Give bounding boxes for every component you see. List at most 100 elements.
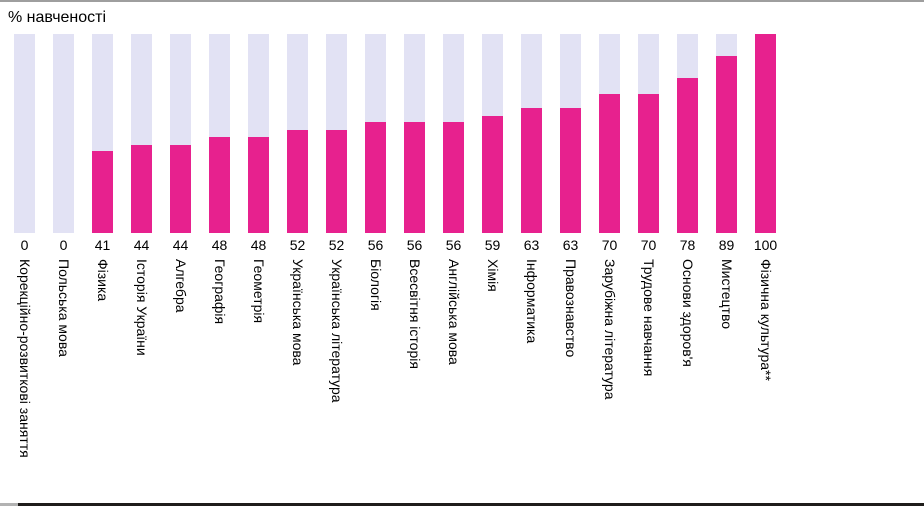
bar-category-label: Історія України bbox=[134, 259, 150, 356]
bar-track bbox=[365, 34, 386, 233]
chart-column: 0 Польська мова bbox=[53, 34, 74, 501]
chart-column: 52 Українська література bbox=[326, 34, 347, 501]
bar-fill bbox=[482, 115, 503, 233]
bar-track bbox=[209, 34, 230, 233]
bar-category-label: Українська література bbox=[329, 259, 345, 403]
bar-category-label: Польська мова bbox=[56, 259, 72, 357]
bar-fill bbox=[209, 137, 230, 233]
bar-track bbox=[638, 34, 659, 233]
top-border-line bbox=[0, 0, 924, 2]
bar-chart: 0 Корекційно-розвиткові заняття 0 Польська … bbox=[14, 34, 778, 501]
bar-track bbox=[560, 34, 581, 233]
bar-track bbox=[287, 34, 308, 233]
bar-fill bbox=[170, 145, 191, 233]
bar-fill bbox=[521, 107, 542, 233]
bar-category-label: Геометрія bbox=[251, 259, 267, 324]
bar-value-label: 52 bbox=[328, 237, 345, 253]
bar-category-label: Біологія bbox=[368, 259, 384, 311]
bar-category-label: Зарубіжна література bbox=[602, 259, 618, 400]
chart-column: 59 Хімія bbox=[482, 34, 503, 501]
bar-fill bbox=[716, 55, 737, 233]
bar-value-label: 56 bbox=[406, 237, 423, 253]
bar-value-label: 63 bbox=[562, 237, 579, 253]
bar-track bbox=[92, 34, 113, 233]
chart-column: 100 Фізична культура** bbox=[753, 34, 778, 501]
chart-column: 78 Основи здоров'я bbox=[677, 34, 698, 501]
bar-track bbox=[14, 34, 35, 233]
bar-track bbox=[404, 34, 425, 233]
bar-track bbox=[248, 34, 269, 233]
bar-track bbox=[443, 34, 464, 233]
chart-column: 44 Історія України bbox=[131, 34, 152, 501]
bar-track bbox=[521, 34, 542, 233]
chart-column: 63 Правознавство bbox=[560, 34, 581, 501]
chart-column: 44 Алгебра bbox=[170, 34, 191, 501]
bar-category-label: Українська мова bbox=[290, 259, 306, 366]
chart-column: 89 Мистецтво bbox=[716, 34, 737, 501]
bar-value-label: 44 bbox=[172, 237, 189, 253]
bottom-axis-line bbox=[18, 503, 924, 506]
bar-fill bbox=[755, 34, 776, 233]
bar-value-label: 70 bbox=[601, 237, 618, 253]
bar-category-label: Географія bbox=[212, 259, 228, 325]
bar-value-label: 0 bbox=[59, 237, 68, 253]
bar-value-label: 89 bbox=[718, 237, 735, 253]
bar-fill bbox=[365, 121, 386, 233]
bar-category-label: Фізика bbox=[95, 259, 111, 302]
bar-fill bbox=[599, 93, 620, 233]
bar-track bbox=[755, 34, 776, 233]
bar-fill bbox=[677, 77, 698, 233]
chart-column: 0 Корекційно-розвиткові заняття bbox=[14, 34, 35, 501]
chart-column: 48 Геометрія bbox=[248, 34, 269, 501]
bar-category-label: Трудове навчання bbox=[641, 259, 657, 377]
bar-value-label: 59 bbox=[484, 237, 501, 253]
bar-category-label: Корекційно-розвиткові заняття bbox=[17, 259, 33, 458]
bar-fill bbox=[248, 137, 269, 233]
chart-column: 41 Фізика bbox=[92, 34, 113, 501]
bar-category-label: Правознавство bbox=[563, 259, 579, 358]
bar-fill bbox=[638, 93, 659, 233]
bar-category-label: Основи здоров'я bbox=[680, 259, 696, 367]
bar-track bbox=[599, 34, 620, 233]
chart-title: % навченості bbox=[8, 9, 107, 26]
bar-value-label: 41 bbox=[94, 237, 111, 253]
bar-value-label: 63 bbox=[523, 237, 540, 253]
bar-value-label: 44 bbox=[133, 237, 150, 253]
chart-column: 56 Англійська мова bbox=[443, 34, 464, 501]
bar-category-label: Всесвітня історія bbox=[407, 259, 423, 369]
bar-track bbox=[482, 34, 503, 233]
bar-category-label: Англійська мова bbox=[446, 259, 462, 365]
bar-value-label: 78 bbox=[679, 237, 696, 253]
bar-fill bbox=[560, 107, 581, 233]
chart-column: 48 Географія bbox=[209, 34, 230, 501]
bar-fill bbox=[92, 151, 113, 233]
chart-column: 52 Українська мова bbox=[287, 34, 308, 501]
bar-value-label: 70 bbox=[640, 237, 657, 253]
bar-track bbox=[716, 34, 737, 233]
bar-value-label: 48 bbox=[250, 237, 267, 253]
chart-column: 63 Інформатика bbox=[521, 34, 542, 501]
bar-track bbox=[53, 34, 74, 233]
bar-track bbox=[677, 34, 698, 233]
bar-category-label: Фізична культура** bbox=[758, 259, 774, 381]
bar-value-label: 100 bbox=[753, 237, 778, 253]
bar-track bbox=[170, 34, 191, 233]
bar-category-label: Мистецтво bbox=[719, 259, 735, 330]
bar-value-label: 48 bbox=[211, 237, 228, 253]
bar-track bbox=[131, 34, 152, 233]
bar-fill bbox=[287, 129, 308, 233]
bottom-axis-line-left-segment bbox=[0, 503, 18, 506]
bar-value-label: 0 bbox=[20, 237, 29, 253]
bar-value-label: 56 bbox=[367, 237, 384, 253]
bar-fill bbox=[131, 145, 152, 233]
bar-value-label: 52 bbox=[289, 237, 306, 253]
bar-track bbox=[326, 34, 347, 233]
bar-category-label: Хімія bbox=[485, 259, 501, 292]
bar-fill bbox=[326, 129, 347, 233]
chart-column: 70 Зарубіжна література bbox=[599, 34, 620, 501]
bar-fill bbox=[404, 121, 425, 233]
bar-category-label: Інформатика bbox=[524, 259, 540, 344]
bar-value-label: 56 bbox=[445, 237, 462, 253]
bar-category-label: Алгебра bbox=[173, 259, 189, 313]
